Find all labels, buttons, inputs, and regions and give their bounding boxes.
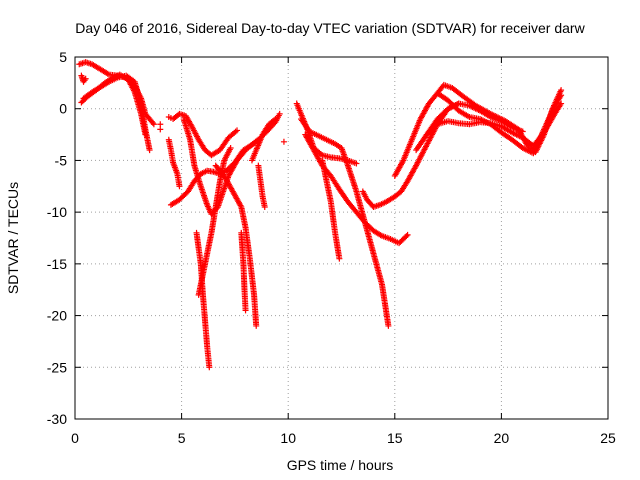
series-arc12 bbox=[212, 162, 260, 329]
x-tick-label: 25 bbox=[600, 430, 616, 446]
data-point bbox=[403, 233, 410, 240]
series-arc4 bbox=[80, 72, 153, 154]
data-point bbox=[385, 322, 392, 329]
data-point bbox=[271, 117, 278, 124]
series-arc26 bbox=[434, 90, 565, 157]
data-point bbox=[157, 121, 164, 128]
series-arc14 bbox=[255, 162, 268, 210]
data-point bbox=[519, 128, 526, 135]
data-point bbox=[82, 75, 89, 82]
series-arc13 bbox=[248, 116, 279, 164]
data-point bbox=[558, 92, 565, 99]
y-tick-label: -5 bbox=[55, 152, 68, 168]
ticks: 0 5 10 15 20 25 5 0 -5 -10 -15 -20 -25 -30 bbox=[47, 49, 616, 446]
series-arc3 bbox=[78, 72, 89, 85]
y-tick-label: -15 bbox=[47, 256, 67, 272]
x-tick-label: 20 bbox=[494, 430, 510, 446]
series-arc15 bbox=[157, 121, 164, 128]
series-arc20 bbox=[302, 131, 411, 247]
x-tick-label: 10 bbox=[280, 430, 296, 446]
plot-frame bbox=[74, 56, 609, 420]
y-tick-label: -30 bbox=[47, 411, 67, 427]
data-point bbox=[261, 203, 268, 210]
data-point bbox=[242, 307, 249, 314]
y-tick-label: -10 bbox=[47, 204, 67, 220]
data-point bbox=[176, 183, 183, 190]
data-marks bbox=[76, 59, 565, 371]
y-tick-label: -20 bbox=[47, 308, 67, 324]
data-point bbox=[272, 116, 279, 123]
y-tick-label: -25 bbox=[47, 359, 67, 375]
series-arc19 bbox=[297, 116, 392, 329]
data-point bbox=[253, 322, 260, 329]
data-point bbox=[227, 145, 234, 152]
data-point bbox=[234, 127, 241, 134]
data-point bbox=[558, 87, 565, 94]
series-arc16 bbox=[157, 126, 164, 133]
data-point bbox=[157, 126, 164, 133]
data-point bbox=[336, 255, 343, 262]
data-point bbox=[558, 100, 565, 107]
data-point bbox=[150, 121, 157, 128]
series-arc17 bbox=[280, 138, 287, 145]
x-tick-label: 15 bbox=[387, 430, 403, 446]
data-point bbox=[206, 364, 213, 371]
x-tick-label: 0 bbox=[71, 430, 79, 446]
y-axis-label: SDTVAR / TECUs bbox=[5, 182, 21, 294]
x-axis-label: GPS time / hours bbox=[287, 457, 394, 473]
series-arc7 bbox=[165, 136, 183, 190]
series-arc21 bbox=[319, 157, 343, 262]
data-point bbox=[146, 147, 153, 154]
data-point bbox=[276, 110, 283, 117]
y-tick-label: 0 bbox=[59, 101, 67, 117]
y-tick-label: 5 bbox=[59, 49, 67, 65]
data-point bbox=[149, 119, 156, 126]
x-tick-label: 5 bbox=[178, 430, 186, 446]
series-arc5 bbox=[165, 110, 241, 159]
data-point bbox=[280, 138, 287, 145]
series-arc10 bbox=[195, 145, 234, 298]
chart-title: Day 046 of 2016, Sidereal Day-to-day VTE… bbox=[75, 20, 585, 36]
data-point bbox=[404, 231, 411, 238]
data-point bbox=[353, 160, 360, 167]
series-arc11 bbox=[238, 229, 249, 314]
